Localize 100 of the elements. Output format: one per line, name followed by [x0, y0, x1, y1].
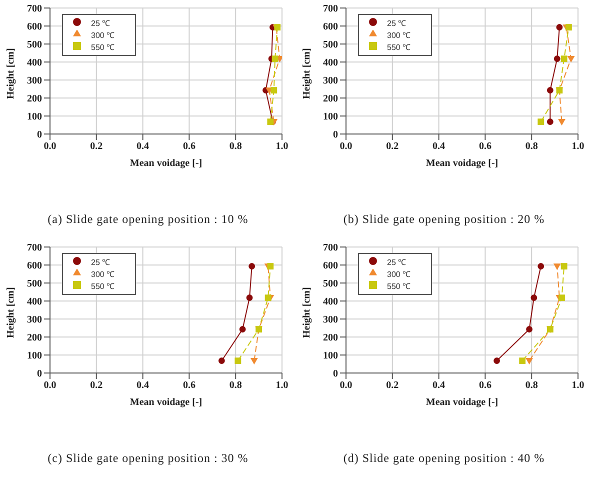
x-tick-label: 0.6 [182, 141, 196, 152]
x-tick-label: 0.4 [136, 380, 150, 391]
legend-label: 300 ℃ [387, 270, 411, 278]
y-tick-label: 700 [323, 242, 338, 254]
legend-label: 300 ℃ [91, 270, 115, 278]
x-tick-label: 0.6 [478, 380, 492, 391]
legend-label: 550 ℃ [91, 43, 115, 52]
x-tick-label: 0.0 [44, 141, 56, 152]
y-axis-title: Height [cm] [302, 48, 313, 99]
y-tick-label: 400 [27, 58, 42, 69]
x-tick-label: 0.2 [90, 380, 103, 391]
point [566, 24, 572, 30]
x-axis-title: Mean voidage [-] [426, 396, 498, 408]
y-tick-label: 0 [333, 368, 338, 380]
x-tick-label: 1.0 [572, 141, 584, 152]
point [538, 118, 544, 125]
point [234, 357, 242, 364]
point [218, 357, 225, 364]
point [558, 119, 566, 126]
point [538, 262, 544, 269]
y-tick-label: 0 [333, 130, 338, 141]
point [558, 294, 565, 300]
legend-label: 550 ℃ [387, 282, 411, 290]
y-tick-label: 200 [27, 332, 42, 344]
y-axis-title: Height [cm] [6, 286, 17, 338]
x-tick-label: 0.8 [229, 141, 242, 152]
legend-label: 300 ℃ [387, 31, 411, 40]
y-tick-label: 500 [27, 278, 42, 290]
point [246, 294, 253, 300]
y-tick-label: 0 [37, 368, 42, 380]
x-tick-label: 0.0 [340, 141, 352, 152]
x-tick-label: 1.0 [276, 141, 288, 152]
y-tick-label: 700 [27, 242, 42, 254]
y-tick-label: 600 [323, 260, 338, 272]
y-tick-label: 300 [27, 76, 42, 87]
x-tick-label: 0.8 [229, 380, 242, 391]
y-tick-label: 0 [37, 130, 42, 141]
y-tick-label: 500 [323, 278, 338, 290]
y-tick-label: 600 [323, 22, 338, 33]
x-tick-label: 0.0 [340, 380, 352, 391]
x-tick-label: 0.0 [44, 380, 56, 391]
point [526, 326, 532, 332]
y-tick-label: 700 [323, 4, 338, 15]
y-tick-label: 300 [323, 314, 338, 326]
point [248, 262, 256, 269]
point [567, 56, 575, 62]
y-tick-label: 100 [323, 112, 338, 123]
text: (d) Slide gate opening position : 40 % [342, 450, 546, 466]
y-tick-label: 100 [27, 350, 42, 362]
y-tick-label: 200 [323, 332, 338, 344]
y-tick-label: 500 [323, 40, 338, 51]
y-tick-label: 400 [27, 296, 42, 308]
point [526, 358, 533, 364]
x-tick-label: 0.4 [136, 141, 150, 152]
point [264, 294, 272, 300]
legend-label: 550 ℃ [91, 282, 115, 290]
legend-label: 550 ℃ [387, 43, 411, 52]
x-tick-label: 0.2 [386, 141, 399, 152]
point [556, 24, 563, 30]
y-tick-label: 100 [323, 350, 338, 362]
text: (a) Slide gate opening position : 10 % [46, 212, 250, 227]
y-axis-title: Height [cm] [302, 286, 313, 338]
point [267, 262, 274, 269]
y-axis-title: Height [cm] [6, 48, 17, 99]
y-tick-label: 300 [27, 314, 42, 326]
y-tick-label: 500 [27, 40, 42, 51]
x-tick-label: 0.8 [525, 380, 538, 391]
y-tick-label: 600 [27, 22, 42, 33]
x-tick-label: 0.2 [386, 380, 399, 391]
point [553, 263, 561, 270]
x-axis-title: Mean voidage [-] [130, 396, 202, 408]
y-tick-label: 600 [27, 260, 42, 272]
y-tick-label: 200 [27, 94, 42, 105]
x-tick-label: 0.4 [432, 380, 446, 391]
point [546, 87, 554, 94]
legend-label: 25 ℃ [91, 258, 110, 266]
y-tick-label: 200 [323, 94, 338, 105]
y-tick-label: 300 [323, 76, 338, 87]
point [560, 262, 568, 269]
x-tick-label: 0.4 [432, 141, 446, 152]
legend-label: 25 ℃ [387, 258, 406, 266]
y-tick-label: 400 [323, 296, 338, 308]
y-tick-label: 400 [323, 58, 338, 69]
x-tick-label: 1.0 [572, 380, 584, 391]
point [519, 357, 526, 364]
point [554, 56, 560, 62]
x-axis-title: Mean voidage [-] [426, 158, 498, 169]
point [530, 294, 538, 300]
text: (c) Slide gate opening position : 30 % [46, 450, 250, 466]
x-tick-label: 0.8 [525, 141, 538, 152]
point [250, 358, 258, 364]
text: (b) Slide gate opening position : 20 % [342, 212, 546, 227]
x-tick-label: 0.6 [182, 380, 196, 391]
legend-label: 25 ℃ [387, 19, 406, 28]
point [239, 326, 246, 332]
legend-label: 300 ℃ [91, 31, 115, 40]
x-tick-label: 1.0 [276, 380, 288, 391]
point [494, 357, 500, 364]
legend-label: 25 ℃ [91, 19, 110, 28]
x-axis-title: Mean voidage [-] [130, 158, 202, 169]
